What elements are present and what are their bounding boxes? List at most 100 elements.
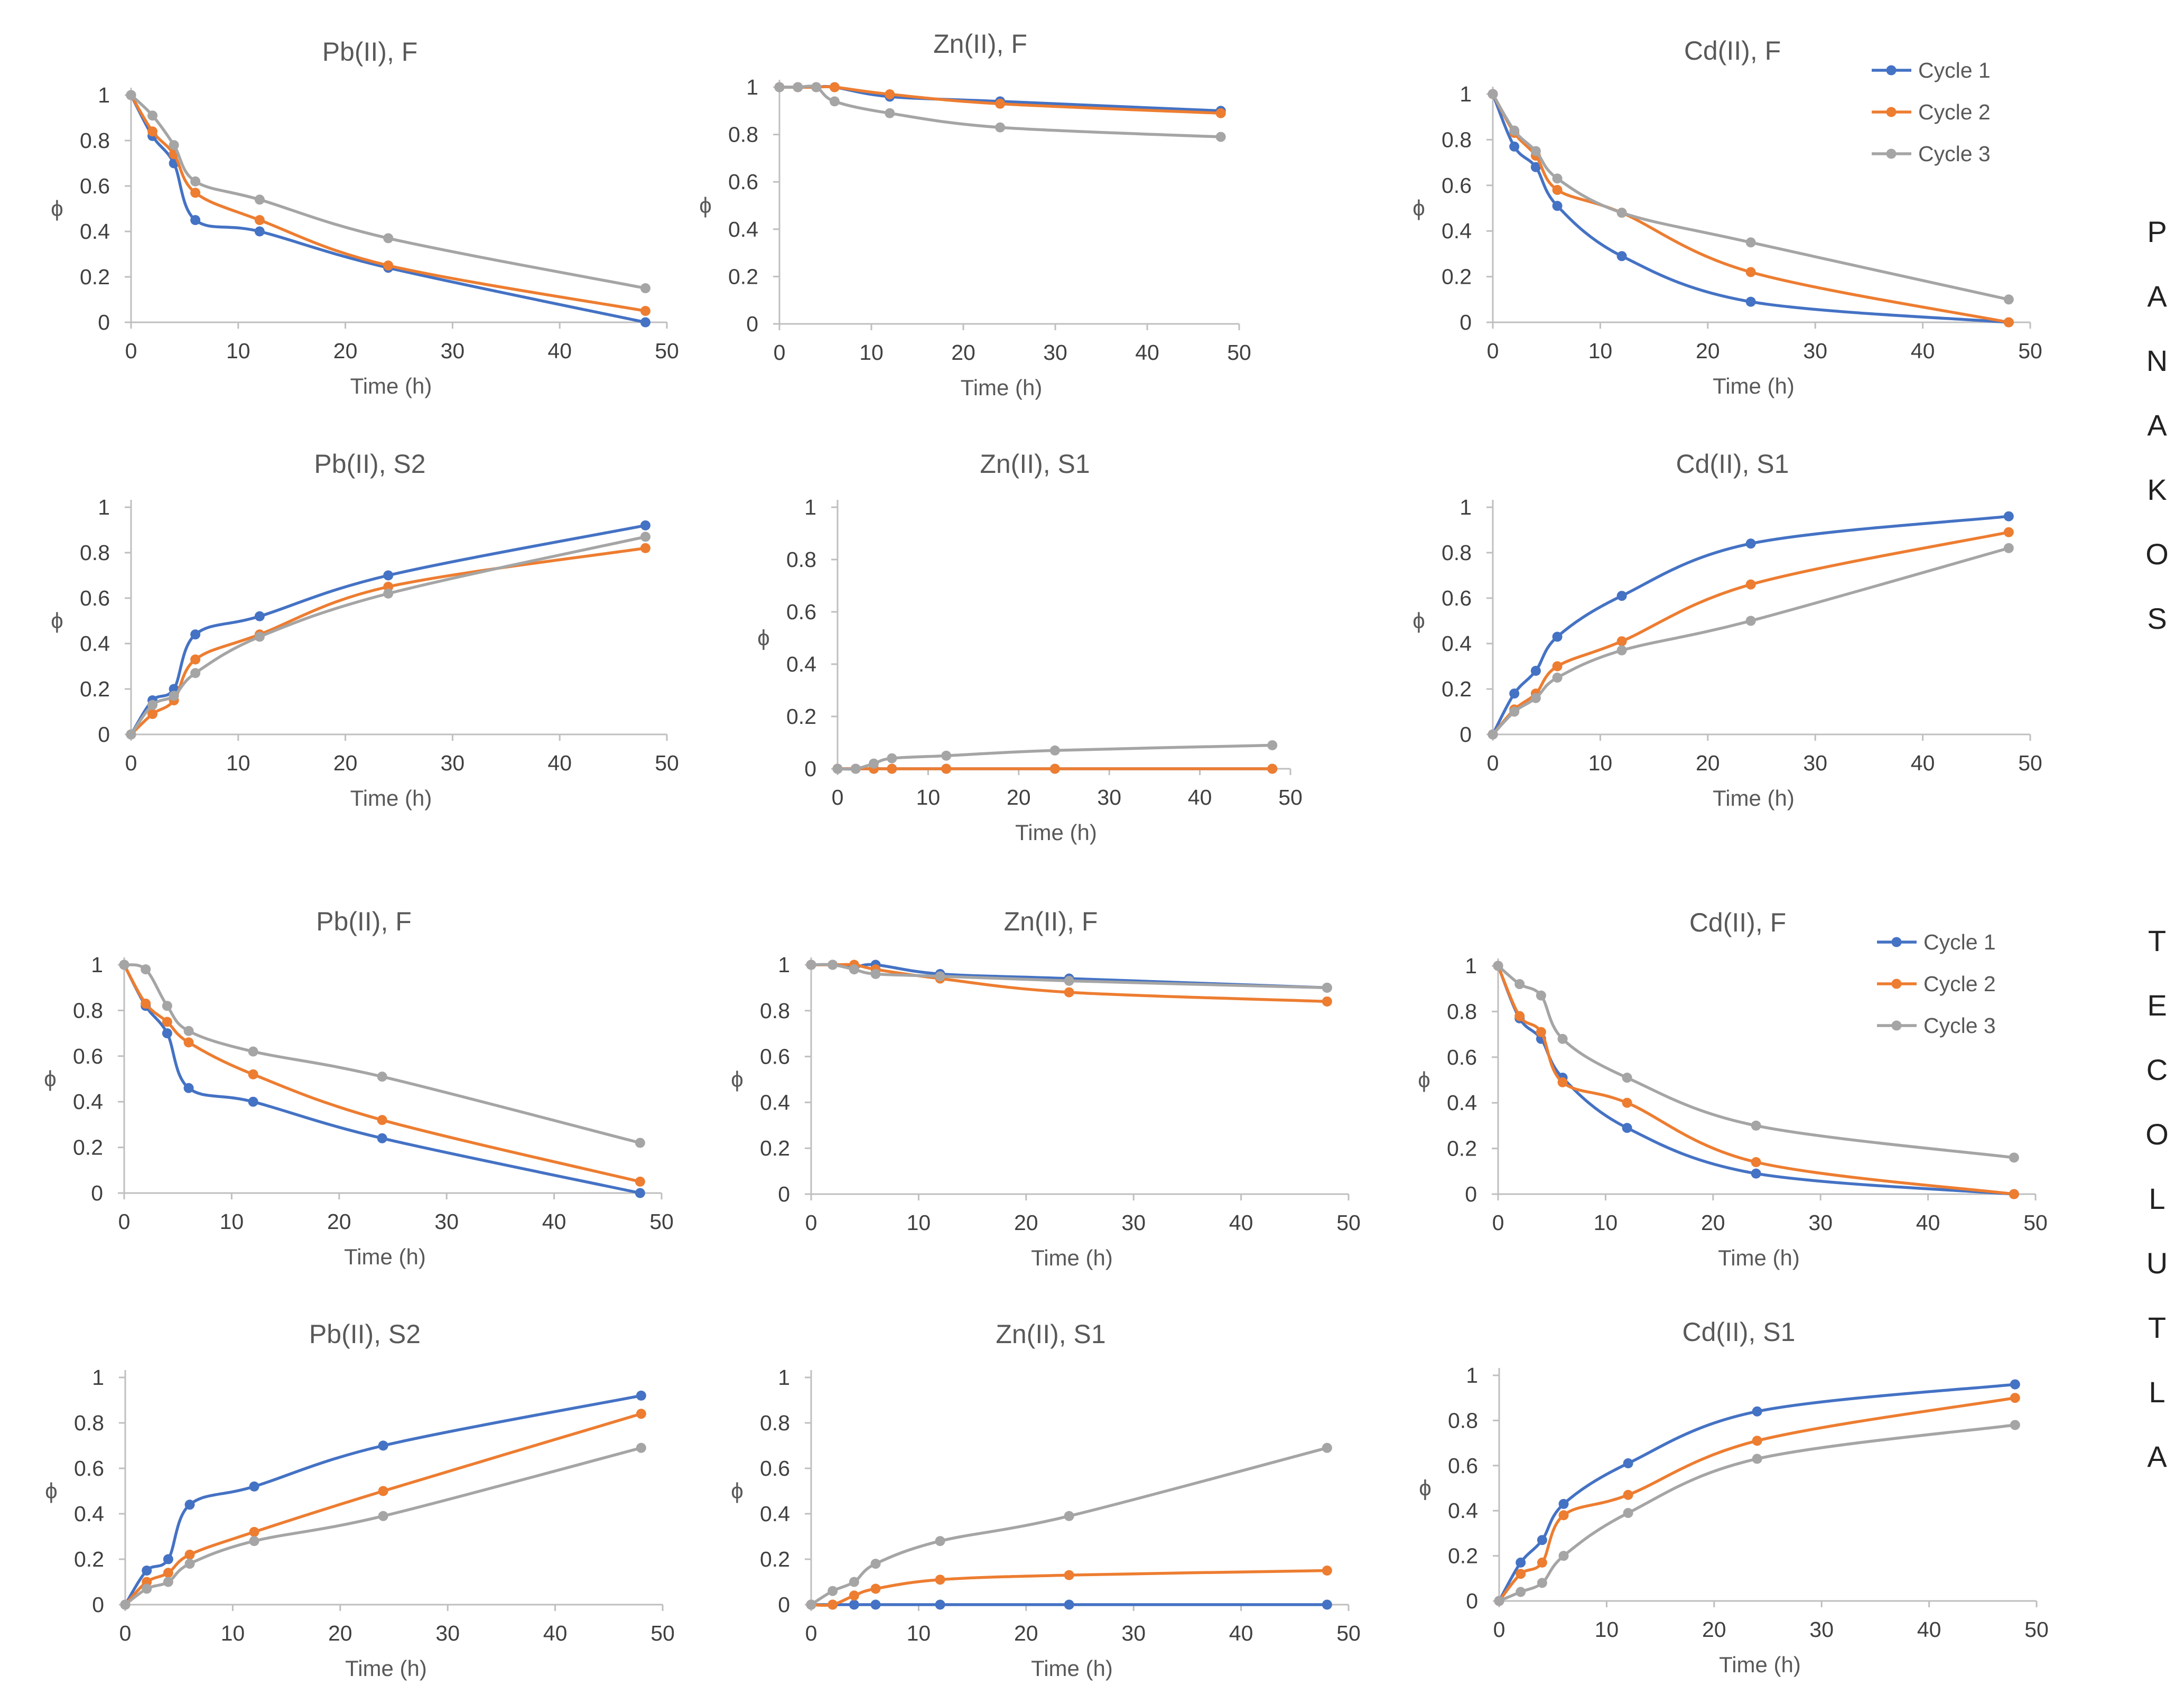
data-point — [640, 532, 650, 542]
data-point — [383, 570, 394, 581]
y-tick-label: 0.8 — [74, 1411, 104, 1435]
data-point — [377, 1072, 387, 1082]
y-tick-label: 1 — [778, 1365, 790, 1390]
series-line — [129, 94, 646, 324]
y-tick-label: 1 — [92, 1365, 104, 1390]
data-point — [184, 1559, 195, 1569]
series-line — [1498, 1423, 2015, 1603]
data-point — [640, 306, 650, 316]
data-point — [1514, 979, 1525, 990]
chart-title: Pb(II), S2 — [309, 1319, 421, 1349]
x-tick-label: 30 — [435, 1621, 460, 1645]
x-tick-label: 10 — [220, 1209, 244, 1234]
y-tick-label: 0.6 — [728, 170, 758, 194]
x-tick-label: 20 — [1014, 1210, 1038, 1235]
x-tick-label: 10 — [907, 1621, 931, 1645]
legend-entry-cycle-3: Cycle 3 — [1877, 1013, 1996, 1038]
data-point — [190, 654, 201, 665]
series-cycle-3 — [126, 90, 650, 293]
x-tick-label: 30 — [1043, 340, 1067, 365]
data-point — [169, 140, 179, 151]
series-line — [129, 535, 646, 735]
series-line — [810, 1446, 1328, 1606]
data-point — [120, 1599, 131, 1610]
series-cycle-3 — [1488, 543, 2014, 740]
data-point — [995, 122, 1006, 133]
data-point — [1745, 237, 1756, 248]
data-point — [1536, 990, 1546, 1001]
series-cycle-3 — [832, 740, 1278, 774]
data-point — [1537, 1578, 1547, 1588]
data-point — [1616, 251, 1627, 262]
x-axis-label: Time (h) — [350, 786, 432, 811]
y-axis-label: ϕ — [45, 1478, 58, 1503]
series-cycle-1 — [806, 1599, 1332, 1610]
x-tick-label: 30 — [1808, 1210, 1833, 1235]
x-tick-label: 40 — [1916, 1210, 1940, 1235]
data-point — [1536, 1027, 1546, 1037]
data-point — [829, 82, 840, 92]
x-tick-label: 20 — [328, 1621, 352, 1645]
data-point — [935, 1599, 945, 1610]
x-tick-label: 50 — [1278, 785, 1303, 809]
y-axis-label: ϕ — [51, 196, 63, 221]
series-line — [1497, 965, 2014, 1196]
y-axis-label: ϕ — [699, 193, 712, 218]
legend: Cycle 1 Cycle 2 Cycle 3 — [1872, 58, 1991, 166]
data-point — [828, 1599, 838, 1610]
x-tick-label: 0 — [774, 340, 786, 365]
data-point — [636, 1409, 646, 1419]
data-point — [640, 317, 650, 328]
y-axis-label: ϕ — [44, 1066, 57, 1091]
x-tick-label: 40 — [547, 751, 572, 775]
x-tick-label: 30 — [1803, 751, 1827, 775]
series-cycle-3 — [806, 1442, 1332, 1610]
data-point — [1516, 1569, 1526, 1579]
y-axis-label: ϕ — [731, 1067, 744, 1092]
data-point — [163, 1568, 173, 1578]
data-point — [1509, 125, 1520, 136]
data-point — [1215, 132, 1226, 142]
y-tick-label: 0.8 — [73, 998, 103, 1022]
legend-label: Cycle 2 — [1918, 100, 1991, 124]
legend-label: Cycle 3 — [1923, 1013, 1996, 1038]
data-point — [378, 1486, 388, 1496]
y-tick-label: 0.4 — [1442, 219, 1472, 243]
data-point — [254, 226, 265, 237]
data-point — [1745, 538, 1756, 549]
y-tick-label: 0 — [804, 757, 816, 781]
data-point — [254, 194, 265, 205]
data-point — [1493, 961, 1503, 971]
x-axis-label: Time (h) — [345, 1656, 427, 1681]
y-tick-label: 0.2 — [760, 1136, 790, 1160]
y-tick-label: 1 — [1466, 1363, 1478, 1387]
data-point — [2003, 317, 2014, 328]
y-tick-label: 0.8 — [760, 1411, 790, 1435]
x-tick-label: 40 — [1188, 785, 1212, 809]
chart-title: Cd(II), F — [1684, 36, 1781, 66]
data-point — [636, 1442, 646, 1453]
side-letter: E — [2147, 989, 2167, 1022]
x-tick-label: 40 — [1229, 1621, 1253, 1645]
y-tick-label: 0 — [92, 1592, 104, 1617]
series-line — [1491, 546, 2010, 735]
x-axis-label: Time (h) — [1031, 1656, 1113, 1681]
data-point — [147, 110, 158, 121]
data-point — [1267, 763, 1278, 774]
data-point — [1557, 1033, 1568, 1044]
data-point — [183, 1037, 194, 1048]
data-point — [2003, 294, 2014, 305]
y-tick-label: 0 — [1460, 310, 1472, 334]
chart-title: Pb(II), F — [322, 37, 418, 67]
data-point — [2003, 527, 2014, 537]
data-point — [119, 960, 129, 970]
y-axis-label: ϕ — [1418, 1067, 1430, 1092]
x-tick-label: 10 — [1588, 751, 1613, 775]
series-cycle-1 — [1488, 89, 2014, 328]
series-line — [1498, 1396, 2015, 1602]
data-point — [1322, 1599, 1332, 1610]
legend-entry-cycle-1: Cycle 1 — [1872, 58, 1991, 82]
data-point — [1616, 208, 1627, 218]
